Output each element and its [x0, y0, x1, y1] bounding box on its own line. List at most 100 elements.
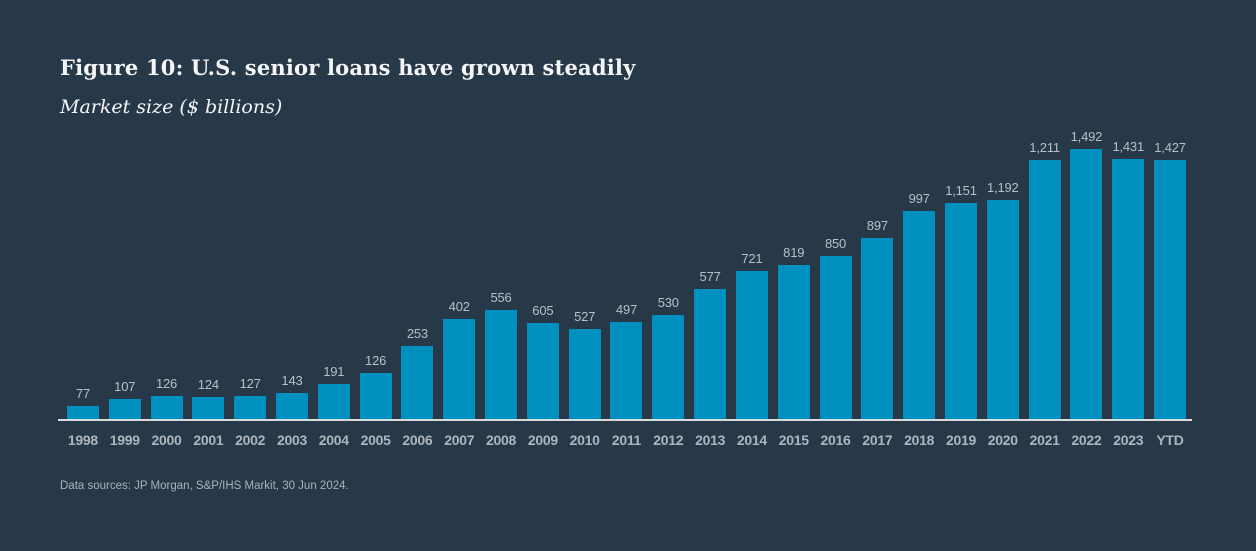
x-tick-label: 2008 — [486, 432, 516, 448]
x-tick-label: 2016 — [820, 432, 851, 448]
bar-slot: 605 2009 — [522, 0, 564, 449]
bar-value-label: 497 — [615, 302, 638, 317]
bar-value-label: 897 — [866, 218, 888, 233]
bar — [1154, 160, 1187, 419]
bar — [568, 329, 601, 419]
bar-value-label: 556 — [490, 290, 512, 305]
bar — [819, 256, 852, 419]
bar-chart-plot-area: 77 1998 107 1999 126 2000 124 2001 127 2002 143 200… — [62, 0, 1191, 449]
bar-slot: 1,431 2023 — [1107, 0, 1149, 449]
bar-value-label: 819 — [783, 245, 805, 260]
bar — [903, 211, 936, 419]
bar-slot: 402 2007 — [438, 0, 480, 449]
x-tick-label: 2023 — [1113, 432, 1144, 448]
bar-value-label: 1,151 — [945, 183, 977, 198]
bar-value-label: 126 — [155, 376, 178, 391]
bar-value-label: 107 — [114, 379, 136, 394]
bar — [944, 203, 977, 419]
bar-slot: 527 2010 — [564, 0, 606, 449]
bar-slot: 126 2005 — [355, 0, 397, 449]
x-tick-label: 1999 — [109, 432, 140, 448]
bar-slot: 191 2004 — [313, 0, 355, 449]
x-tick-label: 2011 — [611, 432, 642, 448]
bar-value-label: 402 — [448, 299, 470, 314]
bar-value-label: 1,492 — [1070, 129, 1103, 144]
x-tick-label: 2004 — [318, 432, 349, 448]
bar-value-label: 1,431 — [1112, 139, 1144, 154]
bar — [275, 393, 308, 419]
x-tick-label: 2001 — [193, 432, 224, 448]
bar-slot: 143 2003 — [271, 0, 313, 449]
bar-slot: 253 2006 — [397, 0, 439, 449]
bar-slot: 1,492 2022 — [1066, 0, 1108, 449]
bar-slot: 497 2011 — [606, 0, 648, 449]
bar-value-label: 997 — [908, 191, 930, 206]
bar-value-label: 127 — [239, 376, 261, 391]
bar-slot: 77 1998 — [62, 0, 104, 449]
x-tick-label: 2009 — [527, 432, 558, 448]
bar-value-label: 527 — [574, 309, 596, 324]
bar-value-label: 605 — [532, 303, 554, 318]
bar — [1112, 159, 1145, 419]
bar-slot: 1,151 2019 — [940, 0, 982, 449]
bar — [443, 319, 476, 419]
figure-subtitle: Market size ($ billions) — [60, 96, 283, 118]
bar-slot: 721 2014 — [731, 0, 773, 449]
x-tick-label: 2021 — [1029, 432, 1060, 448]
bar-slot: 819 2015 — [773, 0, 815, 449]
bar-slot: 1,211 2021 — [1024, 0, 1066, 449]
bar — [150, 396, 183, 419]
x-tick-label: 2000 — [151, 432, 182, 448]
bar-slot: 997 2018 — [898, 0, 940, 449]
bar — [108, 399, 141, 419]
bar-slot: 897 2017 — [856, 0, 898, 449]
bar-slot: 556 2008 — [480, 0, 522, 449]
bar-value-label: 721 — [741, 251, 763, 266]
bar — [359, 373, 392, 419]
x-tick-label: 2013 — [695, 432, 726, 448]
x-tick-label: 2003 — [276, 432, 307, 448]
bar — [861, 238, 894, 419]
bar — [694, 289, 727, 419]
x-tick-label: 2002 — [235, 432, 266, 448]
bar-slot: 126 2000 — [146, 0, 188, 449]
bar — [1028, 160, 1061, 419]
x-tick-label: YTD — [1156, 432, 1184, 448]
bar — [192, 397, 225, 419]
x-tick-label: 2020 — [987, 432, 1018, 448]
bar-value-label: 850 — [824, 236, 847, 251]
bar — [234, 396, 267, 419]
bar-value-label: 124 — [197, 377, 219, 392]
bar-value-label: 77 — [75, 386, 90, 401]
bar-value-label: 191 — [323, 364, 345, 379]
bar-value-label: 530 — [657, 295, 679, 310]
bar — [1070, 149, 1103, 419]
bar-slot: 124 2001 — [187, 0, 229, 449]
x-tick-label: 2012 — [653, 432, 684, 448]
bar-slot: 850 2016 — [815, 0, 857, 449]
bar — [986, 200, 1019, 419]
bar — [652, 315, 685, 419]
x-tick-label: 2006 — [402, 432, 433, 448]
bar-slot: 127 2002 — [229, 0, 271, 449]
bar-slot: 577 2013 — [689, 0, 731, 449]
bar — [66, 406, 99, 419]
bar — [317, 384, 350, 419]
bar — [610, 322, 643, 419]
bar-value-label: 1,192 — [987, 180, 1019, 195]
x-tick-label: 2015 — [778, 432, 809, 448]
bar-value-label: 1,427 — [1154, 140, 1186, 155]
bar-slot: 530 2012 — [647, 0, 689, 449]
bar — [485, 310, 518, 419]
bar — [735, 271, 768, 419]
x-tick-label: 2017 — [862, 432, 893, 448]
figure-title: Figure 10: U.S. senior loans have grown … — [60, 55, 636, 80]
x-tick-label: 2019 — [945, 432, 976, 448]
bar-value-label: 253 — [406, 326, 428, 341]
x-tick-label: 2010 — [569, 432, 600, 448]
bar-value-label: 143 — [281, 373, 303, 388]
x-tick-label: 1998 — [67, 432, 98, 448]
data-sources-note: Data sources: JP Morgan, S&P/IHS Markit,… — [60, 480, 349, 492]
bar — [777, 265, 810, 419]
